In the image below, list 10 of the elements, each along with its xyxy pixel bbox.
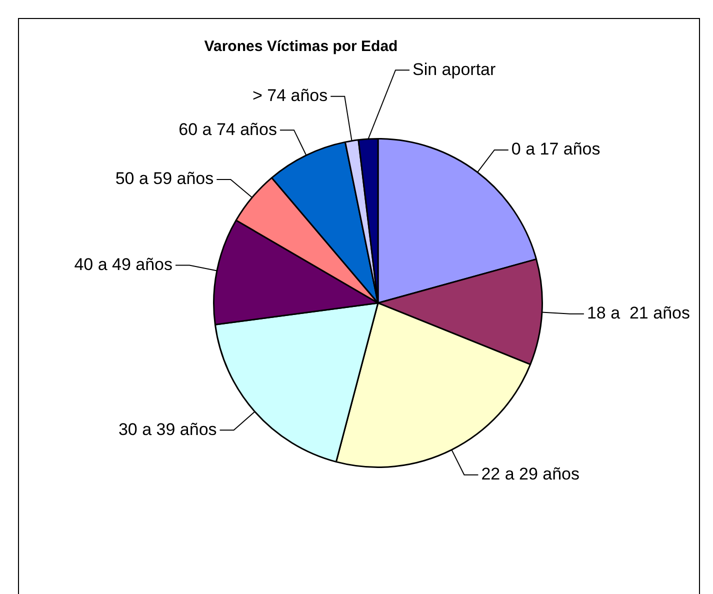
chart-title: Varones Víctimas por Edad	[204, 38, 398, 56]
slice-label: > 74 años	[252, 86, 328, 106]
slice-label: 22 a 29 años	[481, 464, 580, 484]
slice-label: 50 a 59 años	[115, 169, 214, 188]
slice-label: 30 a 39 años	[118, 420, 217, 439]
slice-label: 60 a 74 años	[178, 120, 277, 139]
slice-label: 0 a 17 años	[511, 140, 600, 159]
slice-label: 18 a 21 años	[586, 304, 690, 323]
slice-label: Sin aportar	[412, 60, 496, 79]
slice-label: 40 a 49 años	[74, 254, 173, 274]
